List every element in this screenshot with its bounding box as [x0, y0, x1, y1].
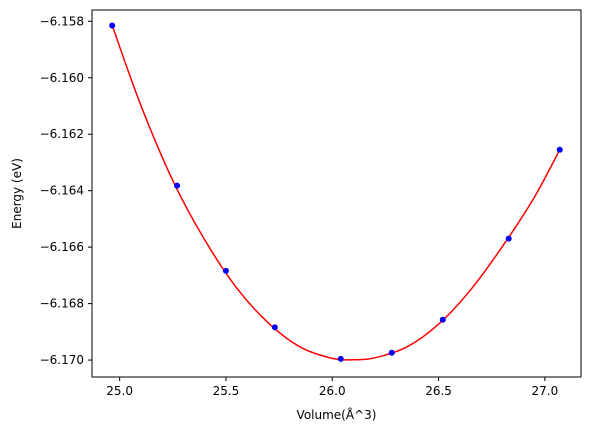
data-point — [271, 324, 278, 331]
series-layer — [109, 22, 563, 362]
y-tick-label: −6.170 — [40, 353, 84, 367]
y-tick-label: −6.158 — [40, 14, 84, 28]
y-tick-label: −6.166 — [40, 240, 84, 254]
axes-ticks: 25.0 25.5 26.0 26.5 27.0 −6.158 −6.160 −6.162 −6… — [40, 14, 559, 398]
x-tick-label: 26.5 — [425, 384, 452, 398]
data-point — [337, 355, 344, 362]
x-tick-label: 25.5 — [213, 384, 240, 398]
x-tick-label: 27.0 — [531, 384, 558, 398]
y-tick-label: −6.160 — [40, 71, 84, 85]
data-point — [505, 235, 512, 242]
data-point — [439, 316, 446, 323]
x-tick-label: 25.0 — [106, 384, 133, 398]
x-tick-label: 26.0 — [319, 384, 346, 398]
data-point — [109, 22, 116, 29]
data-point — [388, 349, 395, 356]
y-axis-label: Energy (eV) — [10, 158, 24, 229]
plot-frame — [91, 9, 582, 378]
y-tick-label: −6.168 — [40, 297, 84, 311]
data-point — [222, 267, 229, 274]
y-tick-label: −6.162 — [40, 127, 84, 141]
data-point — [174, 182, 181, 189]
y-tick-label: −6.164 — [40, 184, 84, 198]
data-point — [556, 146, 563, 153]
x-axis-label: Volume(Å^3) — [297, 407, 377, 422]
